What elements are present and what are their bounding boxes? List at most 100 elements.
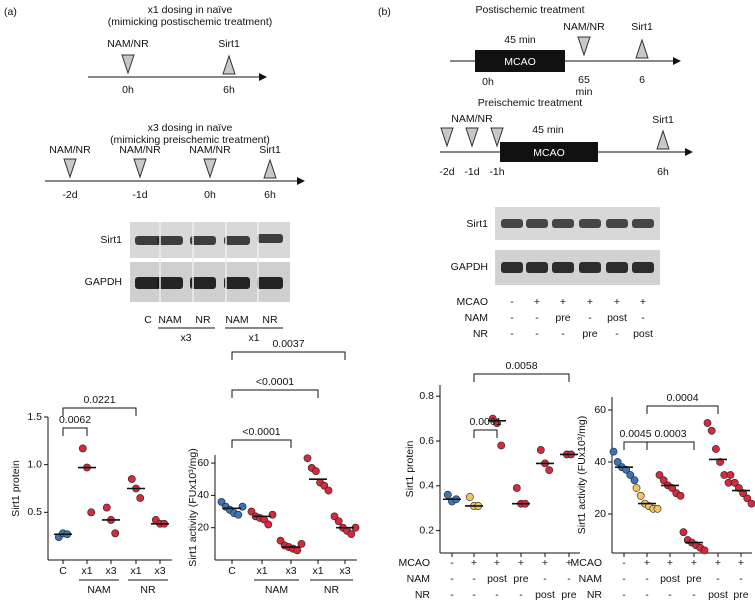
condition-cell: -: [668, 589, 672, 601]
conditions-table: MCAO - + + + + + NAM - - pre - post - NR - - - pre - post: [457, 296, 653, 340]
condition-cell: -: [495, 589, 499, 601]
timeline-title: x3 dosing in naïve: [148, 122, 233, 134]
x-tick-label: x1: [130, 565, 141, 577]
condition-cell: -: [450, 589, 454, 601]
p-value: 0.0062: [59, 414, 91, 426]
group-label: NR: [324, 584, 340, 596]
band: [257, 234, 283, 243]
comparison-bracket: [231, 389, 319, 398]
mcao-box: [500, 142, 598, 162]
condition-cell: pre: [561, 589, 576, 601]
y-axis-label: Sirt1 protein: [10, 460, 22, 517]
data-point: [636, 491, 645, 500]
data-point: [730, 478, 739, 487]
timeline-title: (mimicking postischemic treatment): [108, 16, 273, 28]
time-label: 6h: [264, 189, 276, 201]
condition-cell: -: [692, 589, 696, 601]
charts: Sirt1 protein 0.5 1.0 1.5 C x1 x3 x1 x3 NAM NR 0.00…: [10, 338, 755, 601]
x-tick-label: x1: [256, 565, 267, 577]
x-tick-label: x1: [312, 565, 323, 577]
condition-cell: -: [588, 312, 592, 324]
data-point: [465, 493, 474, 501]
y-tick-label: 60: [594, 404, 606, 416]
panel-label: (a): [4, 6, 17, 18]
dose-marker: [63, 158, 77, 179]
condition-cell: pre: [733, 589, 748, 601]
band: [606, 219, 628, 228]
y-tick-label: 0.6: [419, 435, 434, 447]
time-label: -1d: [132, 189, 147, 201]
x-tick-label: x3: [339, 565, 350, 577]
band: [552, 262, 574, 273]
condition-cell: +: [691, 557, 697, 569]
condition-cell: -: [615, 328, 619, 340]
blot-bands: [501, 219, 654, 273]
band: [224, 277, 250, 289]
lane-label: NR: [262, 314, 278, 326]
band: [190, 277, 216, 289]
y-tick-label: 0.5: [27, 506, 42, 518]
data-point: [676, 491, 685, 500]
condition-name: NAM: [407, 573, 430, 585]
band: [632, 219, 654, 228]
condition-cell: -: [510, 328, 514, 340]
data-point: [111, 529, 120, 538]
condition-name: NAM: [579, 573, 602, 585]
condition-cell: pre: [686, 573, 701, 585]
time-label: -1d: [464, 166, 479, 178]
condition-cell: -: [641, 312, 645, 324]
readout-marker: [222, 54, 236, 75]
readout-label: Sirt1: [259, 144, 281, 156]
condition-name: MCAO: [399, 557, 431, 569]
data-point: [102, 503, 111, 512]
condition-cell: +: [534, 296, 540, 308]
data-point: [497, 441, 506, 450]
dose-marker: [203, 158, 217, 179]
time-label: 0h: [204, 189, 216, 201]
comparison-bracket: [623, 441, 648, 450]
condition-cell: +: [566, 557, 572, 569]
timeline-title: Postischemic treatment: [475, 4, 584, 16]
condition-name: NR: [473, 328, 489, 340]
lane-label: C: [144, 314, 152, 326]
band: [135, 277, 161, 289]
readout-marker: [656, 129, 670, 150]
condition-cell: +: [640, 296, 646, 308]
condition-cell: -: [543, 573, 547, 585]
data-point: [700, 546, 709, 555]
data-point: [536, 446, 545, 454]
condition-cell: -: [519, 589, 523, 601]
p-value: 0.0045: [619, 428, 651, 440]
p-value: 0.0058: [505, 360, 537, 372]
condition-cell: +: [518, 557, 524, 569]
band: [190, 236, 216, 245]
comparison-bracket: [473, 373, 570, 382]
group-label: NR: [140, 584, 156, 596]
condition-cell: -: [450, 557, 454, 569]
data-point: [87, 508, 96, 517]
y-tick-label: 40: [197, 489, 209, 501]
x-tick-label: x3: [154, 565, 165, 577]
data-point: [653, 504, 662, 513]
data-point: [234, 510, 243, 519]
condition-cell: post: [708, 589, 728, 601]
data-point: [136, 494, 145, 502]
comparison-bracket: [473, 429, 498, 438]
data-point: [609, 447, 618, 456]
data-point: [707, 426, 716, 435]
readout-marker: [635, 38, 649, 59]
condition-cell: -: [567, 573, 571, 585]
dose-label: NAM/NR: [189, 144, 231, 156]
dose-label: NAM/NR: [451, 113, 493, 125]
readout-label: Sirt1: [631, 21, 653, 33]
group-label: NAM: [87, 584, 110, 596]
condition-cell: pre: [555, 312, 570, 324]
p-value: 0.0221: [83, 394, 115, 406]
dose-marker: [440, 127, 454, 148]
data-point: [545, 466, 554, 475]
condition-name: NAM: [465, 312, 488, 324]
y-tick-label: 60: [197, 457, 209, 469]
group-label: NAM: [265, 584, 288, 596]
band: [224, 236, 250, 245]
band: [501, 219, 523, 228]
